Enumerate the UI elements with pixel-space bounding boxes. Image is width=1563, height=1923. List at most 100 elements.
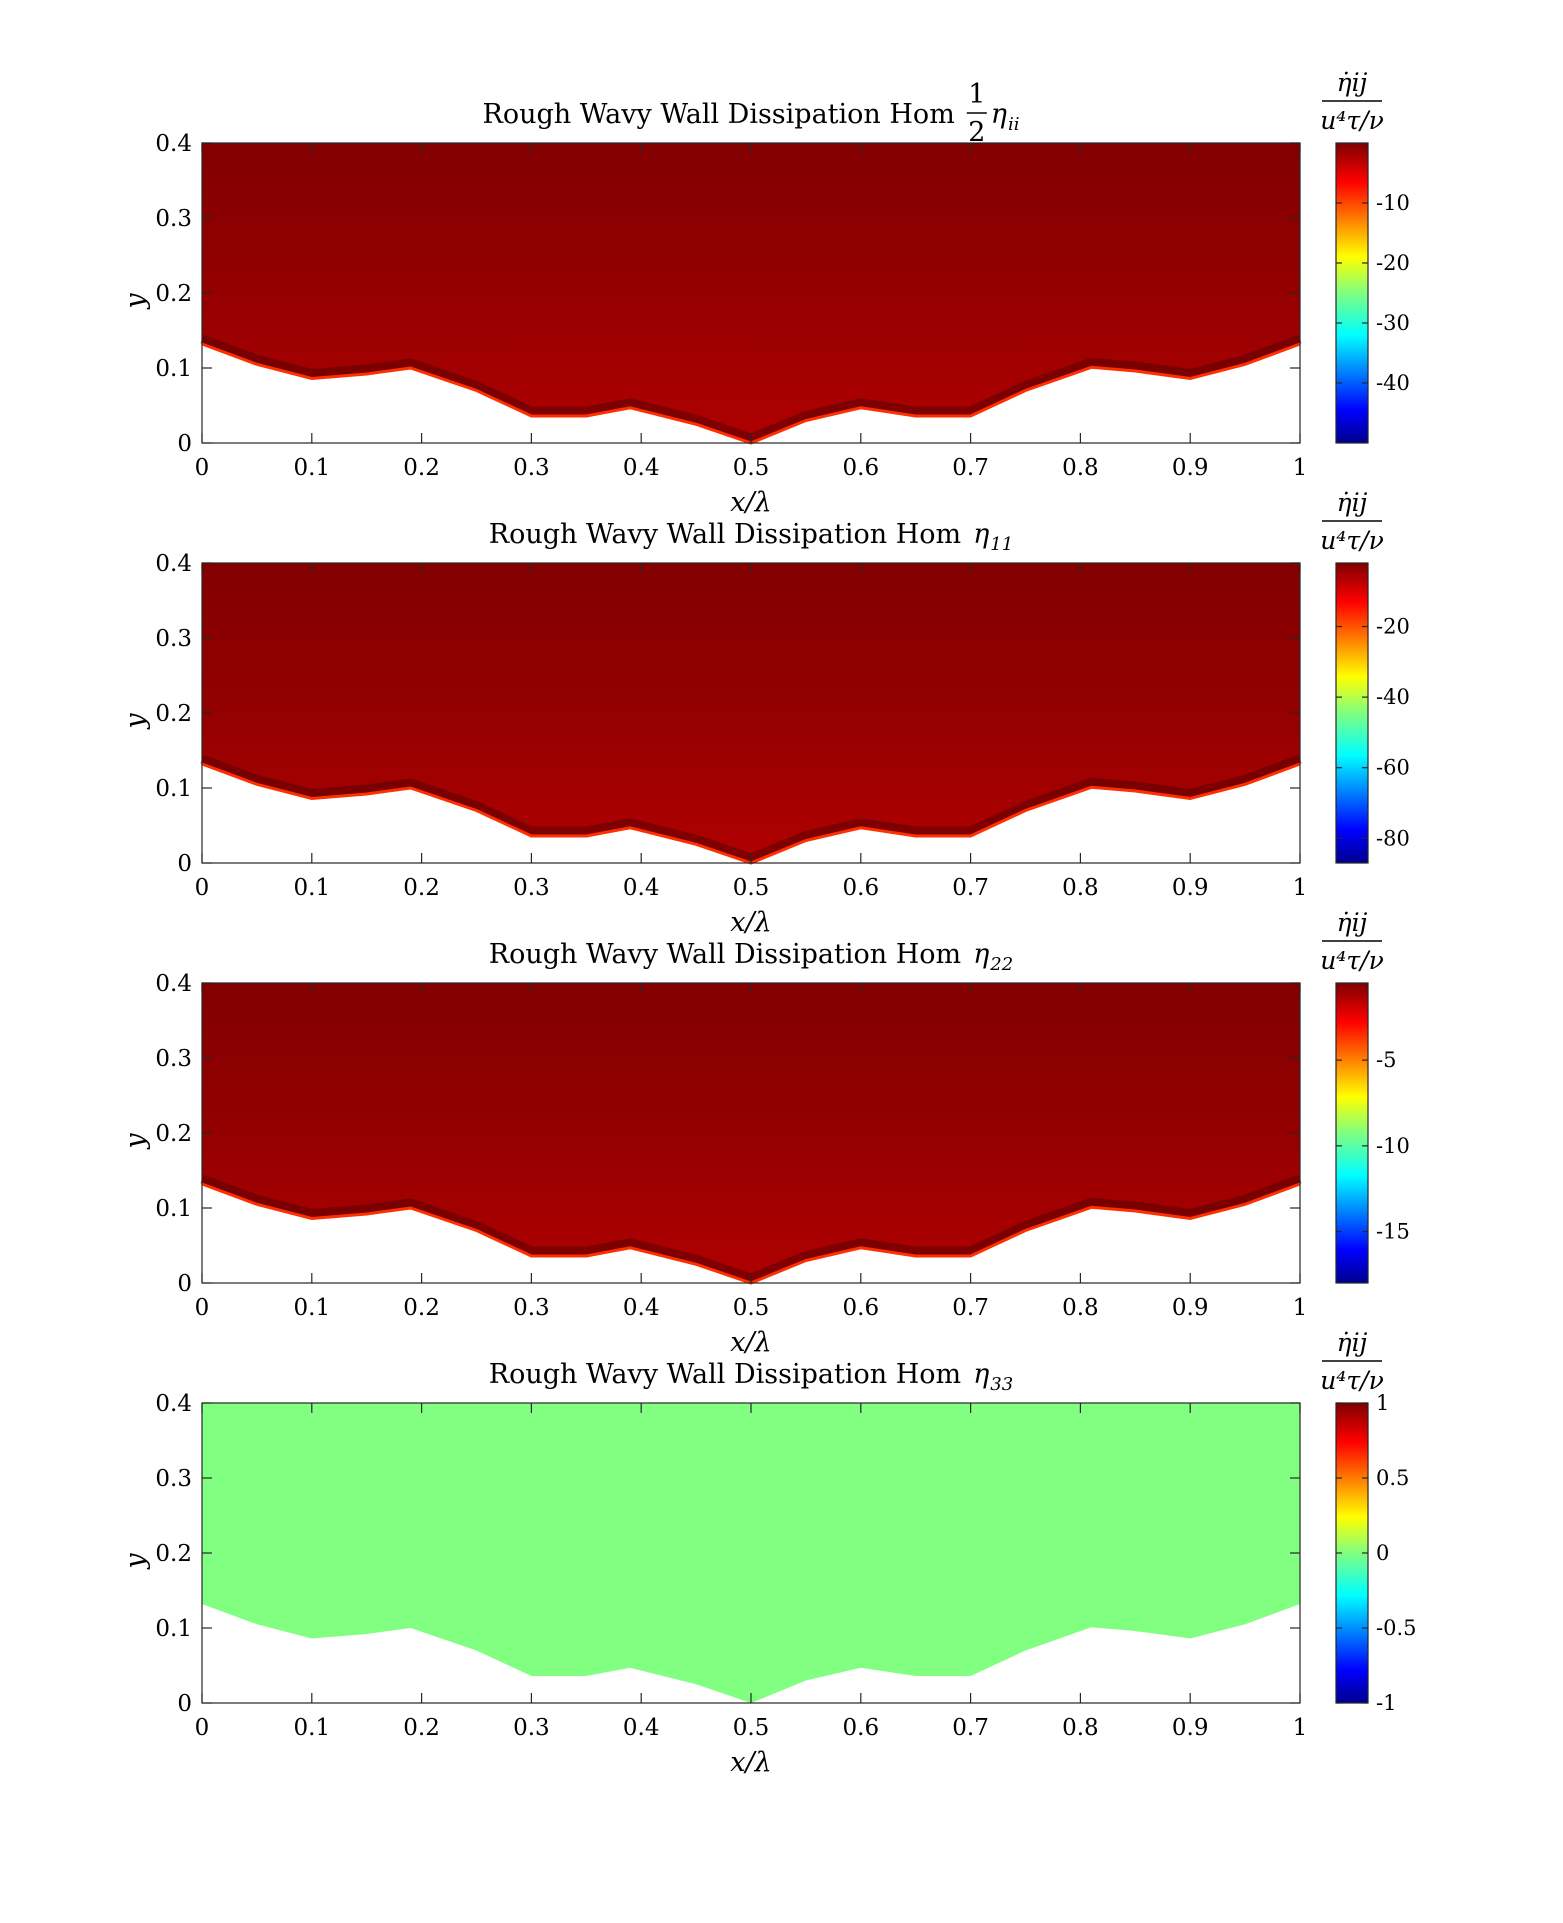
x-tick-label: 0.5 [733, 455, 770, 481]
title-symbol: η [973, 519, 989, 550]
y-tick-label: 0 [177, 431, 192, 457]
colorbar-tick-label: -10 [1376, 1134, 1410, 1158]
y-tick-label: 0 [177, 851, 192, 877]
chart-title: Rough Wavy Wall Dissipation Hom η 11 [489, 519, 1013, 555]
colorbar-tick-label: 1 [1376, 1391, 1389, 1415]
x-tick-label: 0 [195, 1295, 210, 1321]
x-tick-label: 0.6 [843, 1295, 880, 1321]
colorbar: -5 -10 -15 η̇ij u⁴τ/ν [1320, 908, 1410, 1284]
y-tick-label: 0 [177, 1691, 192, 1717]
x-tick-label: 0.5 [733, 1715, 770, 1741]
x-axis-label: x/λ [730, 1327, 771, 1358]
x-tick-label: 0.5 [733, 1295, 770, 1321]
x-tick-label: 0.2 [403, 1715, 440, 1741]
panel-4: 0 0.1 0.2 0.3 0.4 0.5 0.6 0.7 0.8 0.9 1 0 0.1 0.2 0.3 0… [120, 1328, 1417, 1778]
y-tick-label: 0.3 [155, 1466, 192, 1492]
title-symbol: η [973, 939, 989, 970]
colorbar-gradient [1336, 143, 1368, 443]
x-tick-label: 0.2 [403, 875, 440, 901]
y-tick-label: 0.3 [155, 206, 192, 232]
colorbar-tick-label: -0.5 [1376, 1616, 1417, 1640]
title-symbol: η [973, 1359, 989, 1390]
x-tick-label: 1 [1293, 1295, 1308, 1321]
colorbar-label-den: u⁴τ/ν [1320, 1366, 1384, 1395]
x-tick-label: 0.9 [1172, 455, 1209, 481]
field-region [202, 1403, 1300, 1703]
colorbar-tick-label: -20 [1376, 251, 1410, 275]
x-tick-label: 0.8 [1062, 1295, 1099, 1321]
x-tick-label: 0.2 [403, 455, 440, 481]
title-subscript: 11 [990, 534, 1013, 555]
x-tick-label: 0.3 [513, 875, 550, 901]
colorbar-label-den: u⁴τ/ν [1320, 526, 1384, 555]
x-tick-label: 0.6 [843, 875, 880, 901]
colorbar-label-den: u⁴τ/ν [1320, 106, 1384, 135]
x-tick-label: 0.1 [294, 875, 331, 901]
colorbar: -10 -20 -30 -40 η̇ij u⁴τ/ν [1320, 68, 1410, 444]
colorbar-tick-label: -60 [1376, 756, 1410, 780]
x-tick-label: 0.9 [1172, 875, 1209, 901]
title-subscript: 33 [990, 1374, 1013, 1395]
x-tick-label: 0.1 [294, 455, 331, 481]
y-tick-label: 0.2 [155, 281, 192, 307]
colorbar-frame [1335, 142, 1369, 444]
field-region [202, 143, 1300, 443]
x-tick-label: 1 [1293, 875, 1308, 901]
y-tick-label: 0 [177, 1271, 192, 1297]
y-tick-label: 0.1 [155, 1616, 192, 1642]
y-tick-label: 0.1 [155, 1196, 192, 1222]
colorbar: -20 -40 -60 -80 η̇ij u⁴τ/ν [1320, 488, 1410, 864]
x-tick-label: 0.7 [952, 455, 989, 481]
x-tick-label: 0.8 [1062, 875, 1099, 901]
colorbar-label-num: η̇ij [1337, 488, 1368, 517]
y-tick-label: 0.4 [155, 131, 192, 157]
x-tick-label: 0.9 [1172, 1715, 1209, 1741]
x-tick-label: 1 [1293, 455, 1308, 481]
y-tick-label: 0.2 [155, 701, 192, 727]
colorbar-tick-label: 0 [1376, 1541, 1389, 1565]
x-tick-label: 0.8 [1062, 455, 1099, 481]
title-subscript: 22 [989, 954, 1013, 975]
x-tick-label: 0 [195, 1715, 210, 1741]
colorbar-tick-label: -30 [1376, 311, 1410, 335]
x-axis-label: x/λ [730, 487, 771, 518]
colorbar-label-den: u⁴τ/ν [1320, 946, 1384, 975]
x-tick-label: 0.5 [733, 875, 770, 901]
colorbar-tick-label: -10 [1376, 191, 1410, 215]
x-tick-label: 0.3 [513, 1295, 550, 1321]
colorbar-tick-label: 0.5 [1376, 1466, 1409, 1490]
chart-title: Rough Wavy Wall Dissipation Hom η 22 [489, 939, 1013, 975]
y-tick-label: 0.1 [155, 356, 192, 382]
title-text: Rough Wavy Wall Dissipation Hom [489, 939, 961, 970]
field-region [202, 983, 1300, 1283]
y-tick-label: 0.3 [155, 1046, 192, 1072]
x-tick-label: 0.4 [623, 1295, 660, 1321]
x-tick-label: 0.4 [623, 875, 660, 901]
x-tick-label: 0.2 [403, 1295, 440, 1321]
colorbar-tick-label: -1 [1376, 1691, 1396, 1715]
colorbar-tick-label: -40 [1376, 685, 1410, 709]
colorbar-tick-label: -40 [1376, 371, 1410, 395]
panel-1: 0 0.1 0.2 0.3 0.4 0.5 0.6 0.7 0.8 0.9 1 0 0.1 0.2 0.3 0… [120, 68, 1410, 518]
x-tick-label: 0.9 [1172, 1295, 1209, 1321]
x-tick-label: 0.1 [294, 1715, 331, 1741]
colorbar-frame [1335, 562, 1369, 864]
colorbar-frame [1335, 982, 1369, 1284]
y-tick-label: 0.4 [155, 551, 192, 577]
y-tick-label: 0.2 [155, 1121, 192, 1147]
x-tick-label: 0.4 [623, 1715, 660, 1741]
y-tick-label: 0.4 [155, 971, 192, 997]
x-tick-label: 0.3 [513, 455, 550, 481]
x-tick-label: 0 [195, 455, 210, 481]
x-tick-label: 0.6 [843, 1715, 880, 1741]
x-axis-label: x/λ [730, 1747, 771, 1778]
x-tick-label: 0.1 [294, 1295, 331, 1321]
x-tick-label: 0 [195, 875, 210, 901]
chart-title: Rough Wavy Wall Dissipation Hom η 33 [489, 1359, 1013, 1395]
y-tick-label: 0.1 [155, 776, 192, 802]
x-tick-label: 1 [1293, 1715, 1308, 1741]
title-subscript: ii [1008, 114, 1020, 135]
x-tick-label: 0.7 [952, 1715, 989, 1741]
colorbar-tick-label: -5 [1376, 1048, 1396, 1072]
